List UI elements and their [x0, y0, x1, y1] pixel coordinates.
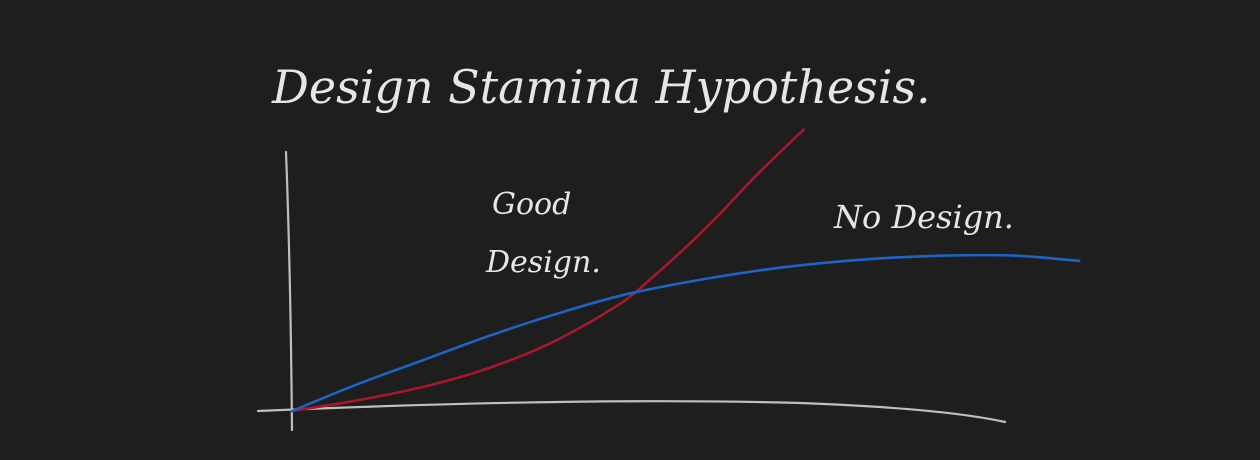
- series-label-good-design-line1: Good: [492, 187, 571, 222]
- series-layer: [290, 128, 1081, 413]
- series-line-no-design: [290, 253, 1081, 413]
- y-axis: [284, 150, 294, 432]
- series-label-good-design: Good Design.: [485, 187, 601, 280]
- series-label-no-design: No Design.: [833, 198, 1014, 236]
- series-line-good-design: [290, 128, 805, 413]
- chart-title: Design Stamina Hypothesis.: [271, 60, 931, 114]
- series-label-good-design-line2: Design.: [485, 245, 601, 280]
- x-axis: [256, 400, 1007, 424]
